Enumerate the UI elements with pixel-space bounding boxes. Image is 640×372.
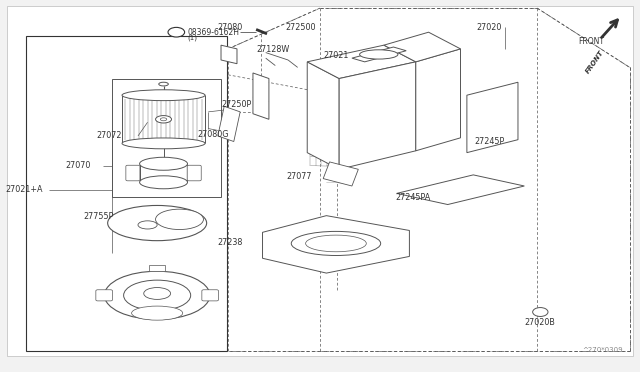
Text: 27021+A: 27021+A <box>6 185 44 194</box>
FancyBboxPatch shape <box>150 264 165 271</box>
Polygon shape <box>352 47 406 62</box>
Polygon shape <box>467 82 518 153</box>
Ellipse shape <box>291 231 381 256</box>
FancyBboxPatch shape <box>126 165 140 181</box>
Text: 27021: 27021 <box>323 51 349 60</box>
Ellipse shape <box>144 288 171 299</box>
Ellipse shape <box>360 50 398 59</box>
Text: 27020: 27020 <box>476 23 502 32</box>
Polygon shape <box>221 45 237 64</box>
Text: 27077: 27077 <box>287 172 312 181</box>
Text: 272500: 272500 <box>285 23 316 32</box>
Text: S: S <box>174 30 179 35</box>
Text: 27245P: 27245P <box>474 137 505 146</box>
Text: ^270*0309: ^270*0309 <box>582 347 623 353</box>
Ellipse shape <box>122 90 205 100</box>
Ellipse shape <box>156 209 204 230</box>
Ellipse shape <box>124 280 191 311</box>
FancyBboxPatch shape <box>187 165 201 181</box>
Text: FRONT: FRONT <box>584 49 605 74</box>
Polygon shape <box>323 162 358 186</box>
Ellipse shape <box>306 235 366 252</box>
Ellipse shape <box>132 306 182 320</box>
Polygon shape <box>416 49 461 151</box>
Polygon shape <box>253 73 269 119</box>
Text: 27755P: 27755P <box>84 212 114 221</box>
Ellipse shape <box>104 271 210 320</box>
Ellipse shape <box>161 118 167 121</box>
Polygon shape <box>218 106 240 141</box>
Ellipse shape <box>159 82 168 86</box>
Ellipse shape <box>108 205 207 241</box>
Text: 27080: 27080 <box>218 23 243 32</box>
Text: 27245PA: 27245PA <box>396 193 431 202</box>
Polygon shape <box>384 32 461 62</box>
Text: 27238: 27238 <box>218 238 243 247</box>
FancyBboxPatch shape <box>26 36 227 351</box>
FancyBboxPatch shape <box>113 78 221 197</box>
FancyBboxPatch shape <box>96 290 113 301</box>
Polygon shape <box>339 62 416 169</box>
Text: FRONT: FRONT <box>579 37 605 46</box>
Ellipse shape <box>140 157 188 170</box>
Circle shape <box>168 28 184 37</box>
Ellipse shape <box>138 221 157 229</box>
Text: 27128W: 27128W <box>256 45 289 54</box>
Text: 08369-6162H: 08369-6162H <box>188 28 240 37</box>
FancyBboxPatch shape <box>202 290 218 301</box>
Ellipse shape <box>140 176 188 189</box>
Polygon shape <box>307 45 416 78</box>
Text: 27070: 27070 <box>66 161 92 170</box>
Circle shape <box>532 308 548 317</box>
FancyBboxPatch shape <box>7 6 633 356</box>
Text: 27080G: 27080G <box>197 129 229 139</box>
Text: 27250P: 27250P <box>221 100 252 109</box>
Text: 27072: 27072 <box>97 131 122 141</box>
Polygon shape <box>307 62 339 169</box>
Ellipse shape <box>156 116 172 123</box>
Polygon shape <box>262 216 410 273</box>
Ellipse shape <box>122 138 205 149</box>
Text: (1): (1) <box>188 35 198 41</box>
Polygon shape <box>397 175 524 205</box>
Text: 27020B: 27020B <box>524 318 556 327</box>
